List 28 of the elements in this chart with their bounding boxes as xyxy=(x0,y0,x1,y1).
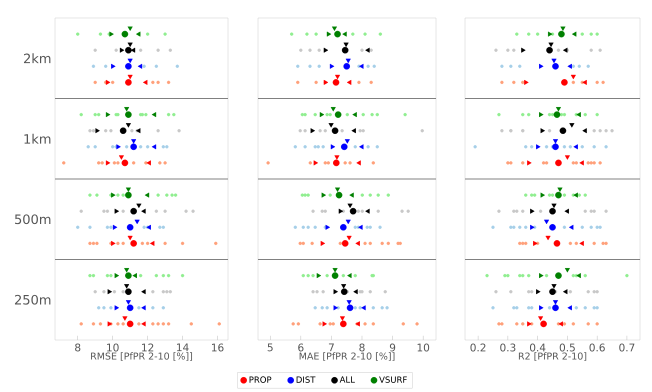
x-tick-label: 0.6 xyxy=(589,344,605,352)
x-tick-label: 10 xyxy=(107,344,119,352)
x-tick-label: 14 xyxy=(177,344,189,352)
x-axis-title: RMSE [PfPR 2-10 [%]] xyxy=(91,352,192,361)
y-tick-label: 1km xyxy=(24,134,50,144)
x-tick-label: 9 xyxy=(390,344,396,352)
x-tick-label: 10 xyxy=(418,344,430,352)
y-tick-label: 250m xyxy=(14,294,50,305)
legend-label: PROP xyxy=(250,376,272,383)
x-tick-label: 8 xyxy=(75,344,80,352)
x-tick-label: 5 xyxy=(268,344,273,352)
x-tick-label: 12 xyxy=(142,344,154,352)
legend-label: VSURF xyxy=(379,376,407,383)
x-tick-label: 6 xyxy=(298,344,304,352)
x-tick-label: 0.3 xyxy=(500,344,516,352)
x-axis-title: MAE [PfPR 2-10 [%]] xyxy=(300,352,394,361)
x-tick-label: 0.5 xyxy=(560,344,575,352)
x-tick-label: 8 xyxy=(359,344,365,352)
legend-label: DIST xyxy=(296,376,316,383)
y-tick-label: 2km xyxy=(24,53,50,64)
y-tick-label: 500m xyxy=(15,214,50,224)
legend-label: ALL xyxy=(340,376,355,383)
x-tick-label: 0.4 xyxy=(530,344,546,352)
x-tick-label: 7 xyxy=(328,344,334,352)
x-axis-title: R2 [PfPR 2-10] xyxy=(518,352,586,361)
x-tick-label: 16 xyxy=(212,344,224,352)
x-tick-label: 0.2 xyxy=(470,344,486,352)
x-tick-label: 0.7 xyxy=(619,344,634,352)
